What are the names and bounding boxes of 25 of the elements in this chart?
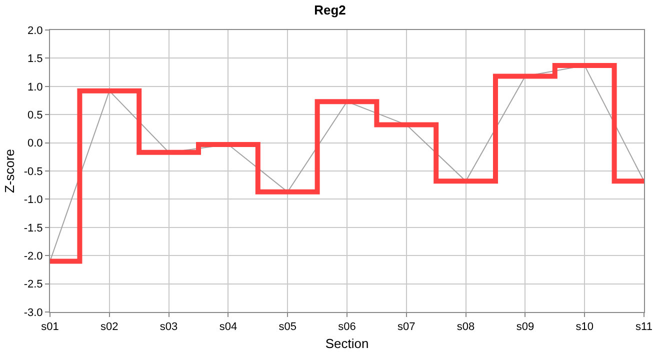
x-tick-label: s04 <box>219 321 238 334</box>
y-tick-label: -3.0 <box>24 306 43 319</box>
y-axis-title: Z-score <box>2 148 17 194</box>
chart-title: Reg2 <box>314 2 346 18</box>
x-tick-label: s01 <box>41 321 59 334</box>
y-tick-label: -2.5 <box>24 278 43 291</box>
x-tick-label: s10 <box>576 321 594 334</box>
y-tick-label: -0.5 <box>24 166 43 178</box>
x-tick-label: s05 <box>278 321 296 334</box>
y-tick-label: -1.5 <box>24 222 43 234</box>
y-tick-label: 1.0 <box>28 81 43 94</box>
x-tick-label: s03 <box>160 321 178 334</box>
x-tick-label: s08 <box>456 321 475 334</box>
x-tick-label: s07 <box>398 321 416 334</box>
x-tick-label: s02 <box>100 321 118 334</box>
y-tick-label: 2.0 <box>28 24 43 37</box>
y-tick-label: 1.5 <box>28 53 43 66</box>
x-tick-label: s06 <box>338 321 356 334</box>
x-tick-label: s11 <box>636 321 652 334</box>
y-tick-label: 0.0 <box>28 138 43 150</box>
y-tick-label: -2.0 <box>24 250 43 262</box>
x-axis-title: Section <box>325 336 369 351</box>
y-tick-label: -1.0 <box>24 194 43 206</box>
y-tick-label: 0.5 <box>28 109 43 122</box>
x-tick-label: s09 <box>516 321 534 334</box>
